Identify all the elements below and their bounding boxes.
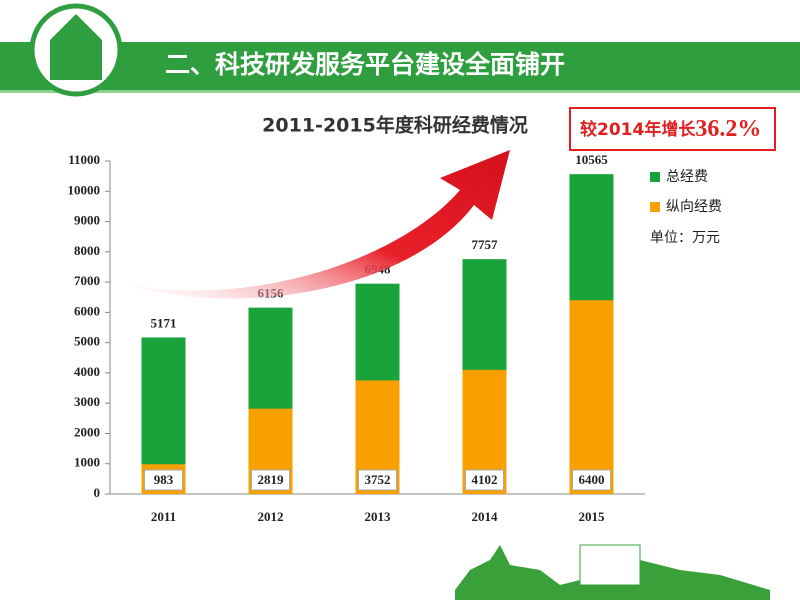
x-tick-label: 2011 xyxy=(151,509,176,524)
unit-note: 单位：万元 xyxy=(650,230,720,246)
legend-label: 纵向经费 xyxy=(666,199,722,215)
y-tick-label: 3000 xyxy=(74,394,100,409)
y-tick-label: 1000 xyxy=(74,455,100,470)
x-tick-label: 2013 xyxy=(365,509,392,524)
footer-skyline xyxy=(455,544,770,600)
value-label: 10565 xyxy=(575,152,608,167)
value-label-box xyxy=(251,469,290,491)
value-label: 7757 xyxy=(472,237,499,252)
chart-title: 2011-2015年度科研经费情况 xyxy=(262,114,528,137)
value-label-box xyxy=(572,469,611,491)
x-tick-label: 2015 xyxy=(579,509,606,524)
value-label: 6400 xyxy=(579,472,605,487)
plot: 0 1000 2000 3000 4000 5000 6000 7000 8000 9000 100… xyxy=(68,152,723,524)
y-tick-label: 8000 xyxy=(74,243,100,258)
header-band xyxy=(0,42,800,90)
y-tick-label: 11000 xyxy=(68,152,100,167)
y-tick-label: 6000 xyxy=(74,303,100,318)
y-tick-label: 9000 xyxy=(74,213,100,228)
header-title: 二、科技研发服务平台建设全面铺开 xyxy=(165,50,565,79)
value-label: 3752 xyxy=(365,472,391,487)
bar xyxy=(569,300,614,494)
y-tick-label: 10000 xyxy=(68,182,101,197)
value-label: 5171 xyxy=(151,315,177,330)
header-rule xyxy=(0,90,800,93)
skyline-building xyxy=(579,544,641,586)
annotation-box xyxy=(569,107,776,151)
legend-swatch xyxy=(650,172,660,182)
logo-icon xyxy=(50,14,102,80)
value-label: 983 xyxy=(154,472,174,487)
x-tick-label: 2014 xyxy=(472,509,499,524)
y-tick-label: 0 xyxy=(94,485,101,500)
y-tick-label: 2000 xyxy=(74,424,100,439)
y-tick-label: 7000 xyxy=(74,273,100,288)
trend-arrow xyxy=(120,150,510,299)
value-label: 2819 xyxy=(258,472,285,487)
annotation: 较2014年增长36.2% xyxy=(580,116,761,142)
value-label-box xyxy=(144,469,183,491)
value-label-box xyxy=(465,469,504,491)
y-tick-label: 5000 xyxy=(74,334,100,349)
annotation-text: 较2014年增长 xyxy=(580,119,696,140)
legend-label: 总经费 xyxy=(666,169,708,185)
annotation-highlight: 36.2% xyxy=(695,116,761,142)
value-label-box xyxy=(358,469,397,491)
value-label: 4102 xyxy=(472,472,498,487)
x-tick-label: 2012 xyxy=(258,509,284,524)
y-tick-label: 4000 xyxy=(74,364,100,379)
legend-swatch xyxy=(650,202,660,212)
